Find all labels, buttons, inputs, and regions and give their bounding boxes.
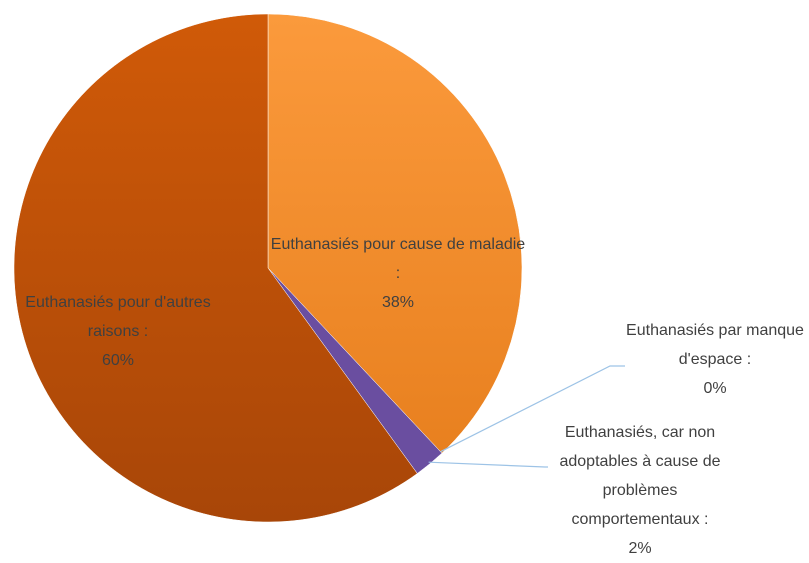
slice-label: Euthanasiés pour cause de maladie : 38% — [268, 230, 528, 317]
slice-label: Euthanasiés, car non adoptables à cause … — [540, 418, 740, 563]
value-label: 0% — [703, 380, 727, 397]
pie-slice — [13, 13, 418, 523]
slice-label: Euthanasiés pour d'autres raisons : 60% — [18, 288, 218, 375]
category-label: Euthanasiés pour cause de maladie : — [270, 236, 526, 282]
category-label: Euthanasiés pour d'autres raisons : — [25, 294, 211, 340]
value-label: 38% — [381, 294, 415, 311]
slice-label: Euthanasiés par manque d'espace : 0% — [620, 316, 809, 403]
leader-line — [440, 365, 625, 453]
value-label: 60% — [101, 352, 135, 369]
value-label: 2% — [628, 540, 652, 557]
leader-line — [428, 461, 548, 468]
category-label: Euthanasiés, car non adoptables à cause … — [559, 424, 721, 528]
pie-slice — [267, 13, 523, 454]
category-label: Euthanasiés par manque d'espace : — [626, 322, 804, 368]
